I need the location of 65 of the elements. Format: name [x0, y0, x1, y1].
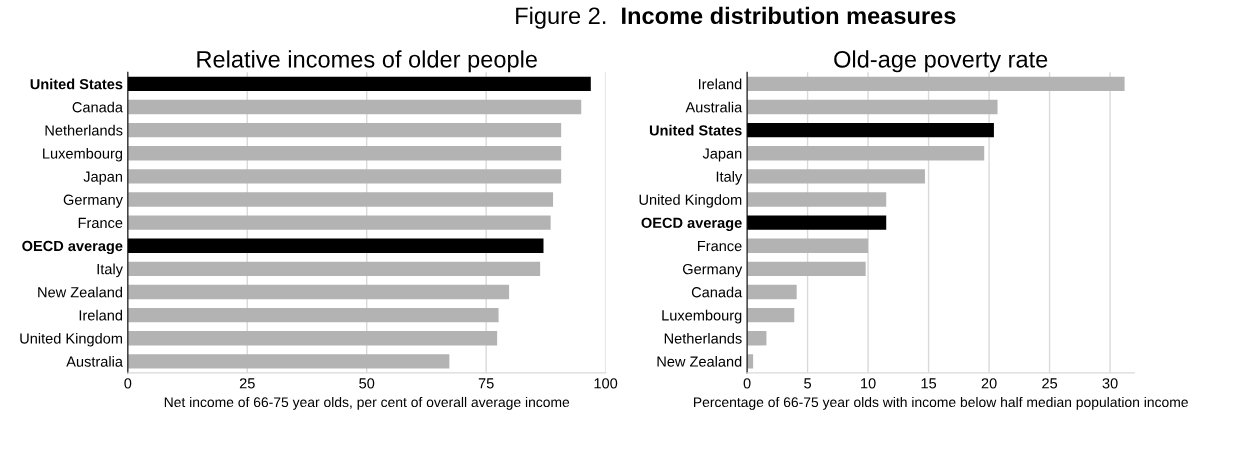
- y-tick-label: United States: [30, 78, 123, 90]
- y-tick-label: Netherlands: [664, 332, 742, 344]
- y-tick-label: United Kingdom: [20, 332, 123, 347]
- y-tick-label: Australia: [685, 101, 743, 113]
- y-tick-label: Germany: [63, 194, 123, 208]
- bar: [127, 146, 562, 161]
- x-tick-label: 25: [1042, 378, 1058, 389]
- bar: [127, 192, 554, 207]
- x-axis-title: Percentage of 66-75 year olds with income below half median population income: [694, 396, 1188, 410]
- y-tick-label: Ireland: [698, 78, 742, 90]
- bar: [747, 331, 767, 346]
- y-tick-label: Italy: [716, 171, 743, 185]
- bar: [127, 307, 499, 323]
- y-tick-label: New Zealand: [657, 356, 742, 367]
- x-tick-label: 0: [743, 378, 751, 389]
- y-tick-label: Ireland: [79, 309, 123, 321]
- bar: [747, 238, 869, 253]
- bar: [747, 284, 797, 300]
- bar: [127, 99, 582, 115]
- y-tick-label: Canada: [72, 101, 123, 113]
- y-tick-label: Luxembourg: [662, 309, 742, 324]
- caption: Figure 2.: [516, 6, 606, 29]
- y-tick-label: Netherlands: [45, 124, 123, 136]
- chart-title: Old-age poverty rate: [834, 50, 1048, 73]
- y-tick-label: OECD average: [22, 240, 123, 255]
- bar: [127, 261, 541, 277]
- x-tick-label: 10: [861, 378, 876, 389]
- bar: [747, 261, 866, 277]
- chart-title: Relative incomes of older people: [197, 50, 537, 73]
- bar: [127, 354, 450, 369]
- x-tick-label: 75: [478, 378, 494, 389]
- y-tick-label: Italy: [97, 263, 123, 278]
- x-tick-label: 100: [594, 378, 618, 389]
- bar: [747, 169, 925, 184]
- bar: [747, 192, 887, 207]
- y-tick-label: Luxembourg: [43, 147, 123, 162]
- x-tick-label: 0: [124, 378, 132, 389]
- bar: [127, 215, 551, 230]
- bar: [127, 331, 498, 346]
- x-tick-label: 50: [359, 378, 375, 389]
- y-tick-label: OECD average: [641, 217, 742, 231]
- y-tick-label: United States: [649, 124, 742, 136]
- bar: [747, 76, 1125, 92]
- y-tick-label: France: [698, 240, 742, 252]
- y-tick-label: Japan: [702, 148, 742, 162]
- x-tick-label: 30: [1102, 378, 1118, 389]
- y-tick-label: France: [78, 217, 123, 229]
- text: Income distribution measures: [622, 6, 956, 25]
- x-axis-title: Net income of 66-75 year olds, per cent of overall average income: [164, 396, 570, 410]
- bar: [127, 122, 562, 138]
- y-tick-label: United Kingdom: [639, 194, 742, 208]
- x-tick-label: 20: [981, 378, 997, 389]
- y-tick-label: Japan: [83, 171, 123, 185]
- x-tick-label: 25: [239, 378, 255, 389]
- y-tick-label: Australia: [66, 356, 123, 367]
- y-tick-label: Canada: [691, 286, 743, 298]
- y-tick-label: Germany: [682, 263, 743, 278]
- y-tick-label: New Zealand: [38, 286, 123, 298]
- bar: [127, 169, 562, 184]
- x-tick-label: 5: [804, 378, 812, 389]
- bar: [747, 99, 998, 115]
- bar: [127, 284, 510, 300]
- x-tick-label: 15: [921, 378, 937, 389]
- bar: [747, 307, 795, 323]
- bar: [747, 146, 985, 161]
